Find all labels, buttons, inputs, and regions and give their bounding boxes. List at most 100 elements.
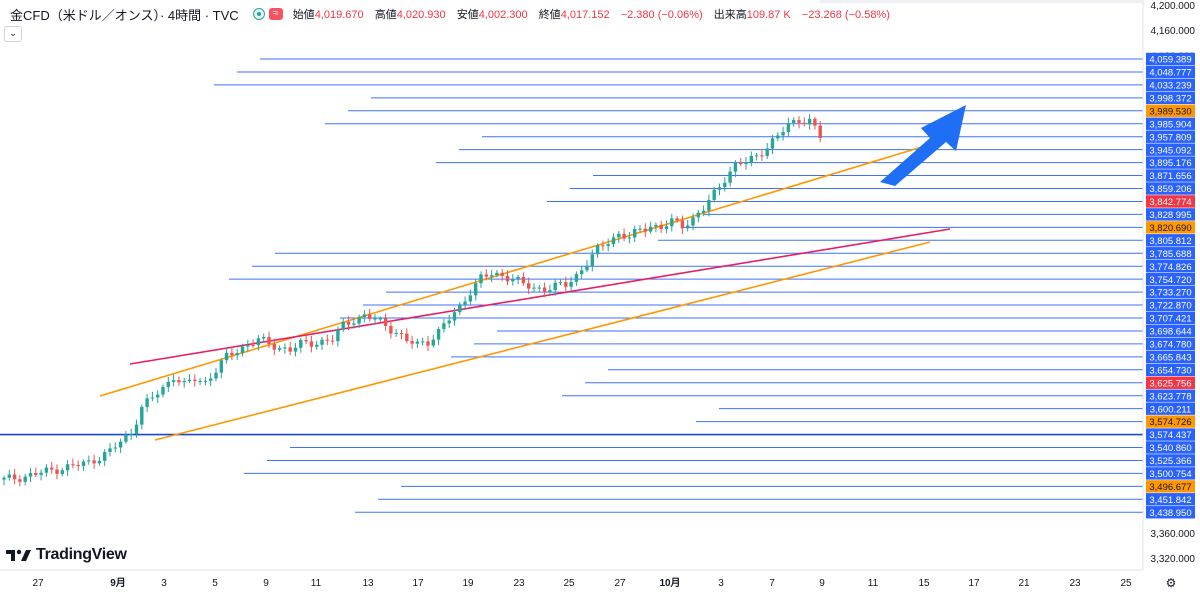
- price-label-badge: [1146, 350, 1195, 364]
- candle-body: [262, 336, 266, 339]
- candle-body: [156, 394, 160, 398]
- price-label-text: 4,048.777: [1149, 68, 1191, 79]
- market-open-icon[interactable]: [252, 8, 265, 20]
- price-label-badge: [1146, 493, 1195, 506]
- symbol-legend: 金CFD（米ドル／オンス）· 4時間 · TVC ≈ 始値4,019.670 高…: [0, 0, 890, 28]
- price-label-badge: [1146, 65, 1195, 79]
- candle-body: [468, 295, 473, 302]
- candle-body: [198, 380, 202, 382]
- price-label-badge: [1146, 91, 1195, 105]
- candle-body: [728, 171, 732, 183]
- candle-body: [309, 341, 314, 347]
- candle-body: [606, 244, 610, 247]
- volume-label: 出来高: [713, 9, 747, 21]
- candle-body: [325, 339, 329, 341]
- price-label-badge: [1146, 104, 1195, 117]
- symbol-title[interactable]: 金CFD（米ドル／オンス）· 4時間 · TVC: [10, 7, 239, 23]
- candle-body: [81, 461, 86, 466]
- candle-body: [701, 210, 706, 213]
- price-label-badge: [1146, 454, 1195, 467]
- chevron-down-icon[interactable]: ⌄: [4, 26, 22, 42]
- price-label-badge: [1146, 247, 1195, 260]
- price-label-text: 3,828.995: [1149, 210, 1191, 221]
- candle-body: [415, 341, 420, 344]
- price-label-text: 3,859.206: [1149, 184, 1191, 195]
- candle-body: [723, 182, 727, 188]
- candle-body: [129, 434, 133, 436]
- y-tick-label: 4,200.000: [1151, 1, 1196, 12]
- blue-arrow-annotation: [880, 105, 966, 186]
- equal-icon[interactable]: ≈: [268, 8, 283, 20]
- price-label-text: 3,674.780: [1149, 340, 1191, 351]
- candle-body: [134, 424, 139, 435]
- candle-body: [553, 282, 557, 291]
- candle-body: [60, 470, 64, 474]
- candle-body: [315, 344, 319, 347]
- candle-body: [527, 283, 531, 289]
- candle-body: [569, 281, 573, 287]
- candle-body: [426, 341, 430, 346]
- candle-body: [124, 434, 128, 442]
- x-tick-label: 9: [263, 578, 269, 589]
- candle-body: [818, 125, 822, 138]
- candle-body: [452, 312, 457, 321]
- price-label-badge: [1146, 272, 1195, 286]
- candle-body: [346, 321, 351, 325]
- candle-body: [214, 372, 218, 379]
- candle-body: [463, 301, 467, 305]
- price-label-badge: [1146, 337, 1195, 351]
- x-tick-label: 5: [212, 578, 218, 589]
- candle-body: [7, 474, 11, 478]
- candle-body: [622, 233, 626, 239]
- candle-body: [399, 332, 404, 334]
- candle-body: [50, 467, 54, 470]
- candle-body: [235, 353, 239, 356]
- candle-body: [150, 397, 155, 399]
- candle-body: [749, 155, 753, 163]
- candle-body: [171, 380, 176, 382]
- candle-body: [638, 228, 642, 230]
- price-label-text: 3,574.437: [1149, 430, 1191, 441]
- status-badges[interactable]: ≈: [252, 7, 283, 21]
- x-tick-label: 17: [412, 578, 424, 589]
- price-label-badge: [1146, 208, 1195, 221]
- candle-body: [765, 148, 769, 156]
- price-label-text: 3,754.720: [1149, 275, 1191, 286]
- candle-body: [664, 226, 669, 229]
- x-tick-label: 15: [918, 578, 930, 589]
- price-label-text: 3,698.644: [1149, 327, 1191, 338]
- x-tick-label: 11: [868, 578, 879, 589]
- price-label-text: 3,722.870: [1149, 301, 1191, 312]
- horizontal-levels: [0, 58, 1143, 513]
- candle-body: [362, 314, 367, 317]
- price-label-text: 3,665.843: [1149, 352, 1191, 363]
- candle-body: [55, 469, 59, 474]
- x-tick-label: 9: [819, 578, 825, 589]
- candle-body: [336, 329, 340, 342]
- candle-body: [177, 380, 181, 383]
- gear-icon[interactable]: ⚙: [1165, 576, 1177, 590]
- candle-body: [654, 224, 658, 227]
- candle-body: [590, 254, 594, 266]
- candle-body: [712, 189, 716, 200]
- price-label-text: 3,895.176: [1149, 158, 1191, 169]
- price-label-text: 3,540.860: [1149, 443, 1191, 454]
- candle-body: [224, 352, 229, 361]
- candle-body: [140, 406, 144, 425]
- x-tick-label: 23: [513, 578, 525, 589]
- close-value: 4,017.152: [560, 9, 610, 21]
- candle-body: [797, 120, 801, 123]
- candle-body: [458, 304, 462, 313]
- candle-body: [511, 278, 515, 282]
- price-label-text: 3,525.366: [1149, 456, 1191, 467]
- price-label-badge: [1146, 78, 1195, 92]
- candle-body: [786, 122, 791, 133]
- candle-body: [505, 275, 510, 282]
- candle-body: [760, 155, 764, 157]
- price-label-badge: [1146, 415, 1195, 428]
- x-tick-label: 10月: [659, 577, 680, 589]
- candle-body: [368, 314, 372, 320]
- candle-body: [230, 352, 234, 356]
- x-tick-label: 11: [311, 578, 322, 589]
